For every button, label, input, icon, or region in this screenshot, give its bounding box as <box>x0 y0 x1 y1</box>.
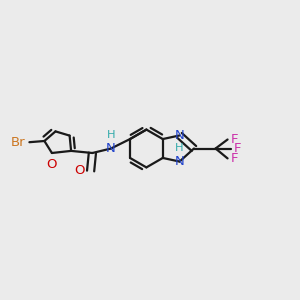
Text: F: F <box>231 133 239 146</box>
Text: N: N <box>106 142 116 155</box>
Text: F: F <box>234 142 242 155</box>
Text: O: O <box>75 164 85 178</box>
Text: H: H <box>175 143 184 153</box>
Text: H: H <box>107 130 115 140</box>
Text: O: O <box>47 158 57 171</box>
Text: Br: Br <box>10 136 25 149</box>
Text: F: F <box>231 152 239 165</box>
Text: N: N <box>175 129 184 142</box>
Text: N: N <box>175 155 184 168</box>
